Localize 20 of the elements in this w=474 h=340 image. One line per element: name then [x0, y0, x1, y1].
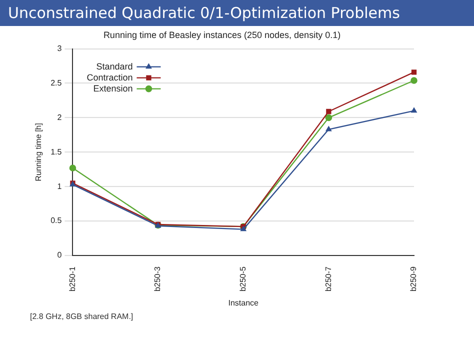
x-axis-title: Instance [228, 298, 260, 308]
y-tick-label: 1 [57, 182, 62, 191]
x-tick-label: b250-1 [68, 266, 77, 292]
x-tick-label: b250-7 [324, 266, 333, 292]
chart-title: Unconstrained Quadratic 0/1-Optimization Problems [0, 0, 474, 26]
y-tick-label: 0.5 [50, 216, 62, 226]
x-tick-label: b250-9 [409, 266, 418, 292]
legend-label: Extension [93, 83, 133, 94]
legend-label: Contraction [86, 72, 133, 82]
y-axis-title: Running time [h] [34, 123, 44, 182]
legend-label: Standard [96, 61, 133, 72]
text: [2.8 GHz, 8GB shared RAM.] [29, 312, 134, 321]
y-tick-label: 1.5 [50, 147, 62, 156]
y-tick-label: 3 [57, 44, 62, 54]
x-tick-label: b250-5 [238, 266, 248, 292]
chart-subtitle: Running time of Beasley instances (250 nodes, density 0.1) [103, 30, 341, 40]
x-tick-label: b250-3 [153, 266, 162, 292]
y-tick-label: 2.5 [50, 78, 62, 88]
y-tick-label: 2 [57, 112, 62, 122]
y-tick-label: 0 [57, 250, 62, 260]
